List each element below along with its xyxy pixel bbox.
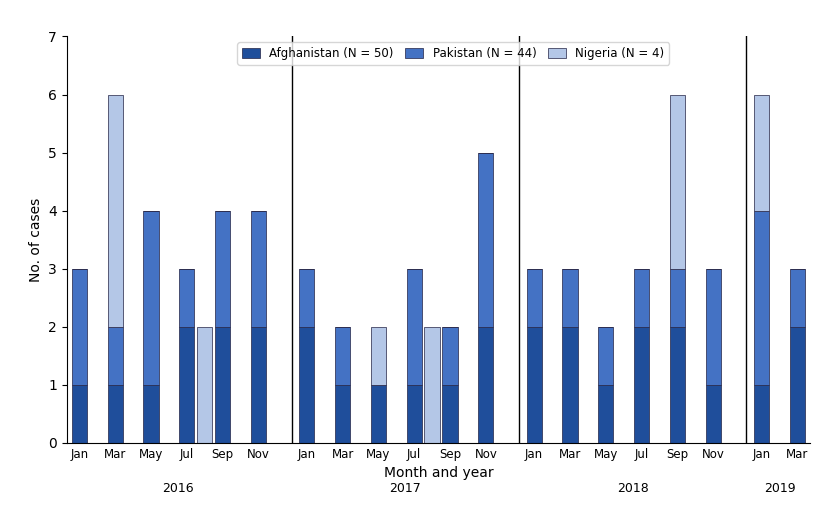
Bar	[215, 327, 230, 443]
Legend: Afghanistan (N = 50), Pakistan (N = 44), Nigeria (N = 4): Afghanistan (N = 50), Pakistan (N = 44),…	[237, 42, 669, 65]
Bar	[670, 94, 685, 269]
Bar	[790, 269, 805, 327]
Bar	[754, 94, 769, 210]
Bar	[215, 210, 230, 327]
Bar	[443, 327, 458, 385]
Bar	[754, 385, 769, 443]
Bar	[180, 269, 195, 327]
Bar	[598, 385, 614, 443]
Bar	[407, 269, 422, 385]
Bar	[335, 385, 350, 443]
Bar	[407, 385, 422, 443]
Bar	[527, 269, 542, 327]
Bar	[424, 327, 440, 443]
Bar	[706, 269, 721, 385]
Bar	[478, 153, 493, 327]
Bar	[563, 327, 578, 443]
Bar	[754, 210, 769, 385]
Bar	[634, 327, 650, 443]
Bar	[299, 269, 314, 327]
Y-axis label: No. of cases: No. of cases	[28, 197, 43, 282]
Bar	[299, 327, 314, 443]
Bar	[108, 94, 123, 327]
X-axis label: Month and year: Month and year	[383, 466, 493, 480]
Bar	[706, 385, 721, 443]
Bar	[670, 269, 685, 327]
Text: 2019: 2019	[764, 482, 795, 495]
Text: 2016: 2016	[162, 482, 194, 495]
Bar	[250, 327, 266, 443]
Bar	[335, 327, 350, 385]
Bar	[371, 385, 386, 443]
Bar	[180, 327, 195, 443]
Bar	[371, 327, 386, 385]
Bar	[478, 327, 493, 443]
Bar	[443, 385, 458, 443]
Bar	[790, 327, 805, 443]
Bar	[72, 385, 87, 443]
Text: 2018: 2018	[617, 482, 649, 495]
Bar	[598, 327, 614, 385]
Bar	[197, 327, 212, 443]
Bar	[108, 327, 123, 385]
Bar	[144, 385, 159, 443]
Text: 2017: 2017	[389, 482, 421, 495]
Bar	[72, 269, 87, 385]
Bar	[670, 327, 685, 443]
Bar	[563, 269, 578, 327]
Bar	[634, 269, 650, 327]
Bar	[250, 210, 266, 327]
Bar	[144, 210, 159, 385]
Bar	[108, 385, 123, 443]
Bar	[527, 327, 542, 443]
